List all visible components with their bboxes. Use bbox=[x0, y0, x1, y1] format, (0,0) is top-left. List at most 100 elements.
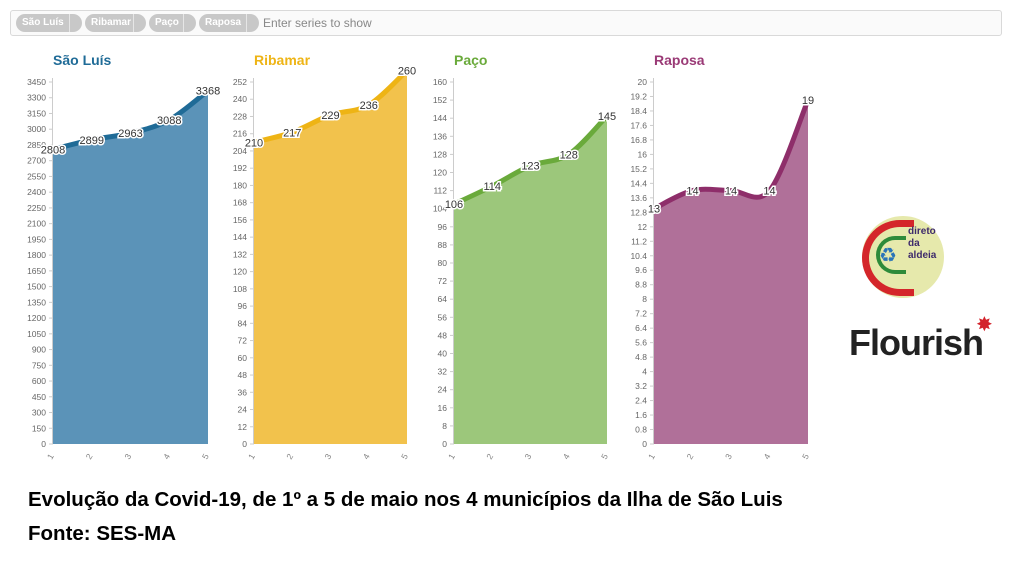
y-tick-label: 450 bbox=[32, 392, 46, 402]
y-tick-label: 32 bbox=[438, 367, 448, 377]
y-tick-label: 216 bbox=[233, 129, 247, 139]
data-label: 229 bbox=[321, 110, 339, 122]
y-tick-label: 136 bbox=[433, 131, 447, 141]
y-tick-label: 1950 bbox=[27, 234, 46, 244]
x-tick-label: 2 bbox=[84, 452, 95, 461]
y-tick-label: 2100 bbox=[27, 219, 46, 229]
y-tick-label: 152 bbox=[433, 95, 447, 105]
x-tick-label: 3 bbox=[122, 452, 133, 461]
data-label: 123 bbox=[521, 161, 539, 173]
area-fill bbox=[254, 70, 407, 444]
x-tick-label: 2 bbox=[484, 452, 495, 461]
y-tick-label: 1500 bbox=[27, 282, 46, 292]
y-tick-label: 72 bbox=[438, 276, 448, 286]
logo-text-line: direto bbox=[908, 226, 936, 237]
x-tick-label: 3 bbox=[522, 452, 533, 461]
series-chip-paco[interactable]: Paço bbox=[149, 14, 196, 32]
data-label: 2963 bbox=[118, 128, 142, 140]
data-label: 210 bbox=[245, 137, 263, 149]
x-tick-label: 1 bbox=[45, 452, 56, 461]
data-label: 13 bbox=[648, 204, 660, 216]
y-tick-label: 3450 bbox=[27, 77, 46, 87]
y-tick-label: 19.2 bbox=[630, 91, 647, 101]
y-tick-label: 5.6 bbox=[635, 338, 647, 348]
y-tick-label: 128 bbox=[433, 149, 447, 159]
caption-source: Fonte: SES-MA bbox=[28, 522, 177, 545]
y-tick-label: 20 bbox=[638, 77, 648, 87]
y-tick-label: 2700 bbox=[27, 156, 46, 166]
chart-panel: Ribamar012243648607284961081201321441561… bbox=[233, 52, 418, 461]
y-tick-label: 180 bbox=[233, 180, 247, 190]
x-tick-label: 1 bbox=[446, 452, 457, 461]
chip-remove-icon[interactable] bbox=[133, 14, 146, 32]
y-tick-label: 3.2 bbox=[635, 381, 647, 391]
y-tick-label: 4 bbox=[642, 367, 647, 377]
logo-red-c bbox=[862, 220, 914, 296]
y-tick-label: 48 bbox=[438, 330, 448, 340]
y-tick-label: 24 bbox=[238, 405, 248, 415]
y-tick-label: 2250 bbox=[27, 203, 46, 213]
y-tick-label: 2.4 bbox=[635, 396, 647, 406]
chip-remove-icon[interactable] bbox=[183, 14, 196, 32]
series-line bbox=[652, 99, 811, 211]
y-tick-label: 64 bbox=[438, 294, 448, 304]
chart-panel: Raposa 0 0.8 1.6 2.4 3.2 4 4.8 5.6 6.4 7.2 8 8.8 9.6 1… bbox=[630, 52, 815, 461]
y-tick-label: 228 bbox=[233, 111, 247, 121]
y-tick-label: 900 bbox=[32, 345, 46, 355]
y-tick-label: 1650 bbox=[27, 266, 46, 276]
data-label: 236 bbox=[360, 100, 378, 112]
series-chip-raposa[interactable]: Raposa bbox=[199, 14, 259, 32]
y-tick-label: 18.4 bbox=[630, 106, 647, 116]
y-tick-label: 12 bbox=[238, 422, 248, 432]
y-tick-label: 108 bbox=[233, 284, 247, 294]
x-tick-label: 2 bbox=[684, 452, 695, 461]
chip-remove-icon[interactable] bbox=[69, 14, 82, 32]
logo-text: direto da aldeia bbox=[908, 226, 952, 262]
chip-label: São Luís bbox=[22, 17, 64, 28]
y-tick-label: 9.6 bbox=[635, 265, 647, 275]
y-tick-label: 11.2 bbox=[631, 236, 647, 246]
chart-panel: São Luís 0 150 300 450 600 750 900 1050 1200 1350 1… bbox=[27, 52, 222, 461]
y-tick-label: 7.2 bbox=[635, 309, 647, 319]
y-tick-label: 88 bbox=[438, 240, 448, 250]
series-search-input[interactable] bbox=[263, 13, 563, 33]
series-filter-bar: São Luís Ribamar Paço Raposa bbox=[10, 10, 1002, 36]
y-tick-label: 252 bbox=[233, 77, 247, 87]
y-tick-label: 0 bbox=[442, 439, 447, 449]
y-tick-label: 112 bbox=[433, 186, 447, 196]
y-tick-label: 204 bbox=[233, 146, 247, 156]
y-tick-label: 56 bbox=[438, 312, 448, 322]
y-tick-label: 96 bbox=[238, 301, 248, 311]
y-tick-label: 72 bbox=[238, 336, 248, 346]
x-tick-label: 5 bbox=[599, 452, 610, 461]
y-tick-label: 750 bbox=[32, 360, 46, 370]
data-label: 14 bbox=[725, 186, 737, 198]
y-tick-label: 1200 bbox=[27, 313, 46, 323]
y-tick-label: 12.8 bbox=[630, 207, 647, 217]
data-label: 3088 bbox=[157, 115, 181, 127]
x-tick-label: 4 bbox=[361, 452, 372, 461]
y-tick-label: 300 bbox=[32, 408, 46, 418]
data-label: 2899 bbox=[80, 135, 104, 147]
y-tick-label: 1050 bbox=[27, 329, 46, 339]
x-tick-label: 4 bbox=[761, 452, 772, 461]
area-fill bbox=[454, 115, 607, 444]
y-tick-label: 1350 bbox=[27, 297, 46, 307]
y-tick-label: 2550 bbox=[27, 171, 46, 181]
chip-label: Paço bbox=[155, 17, 179, 28]
y-tick-label: 156 bbox=[233, 215, 247, 225]
series-chip-ribamar[interactable]: Ribamar bbox=[85, 14, 146, 32]
y-tick-label: 144 bbox=[433, 113, 447, 123]
series-chip-sao-luis[interactable]: São Luís bbox=[16, 14, 82, 32]
y-tick-label: 40 bbox=[438, 349, 448, 359]
area-fill bbox=[654, 100, 808, 444]
y-tick-label: 168 bbox=[233, 198, 247, 208]
logo-text-line: aldeia bbox=[908, 250, 937, 261]
logo-text-line: da bbox=[908, 238, 920, 249]
chart-title: Raposa bbox=[654, 52, 705, 68]
data-label: 14 bbox=[686, 186, 698, 198]
chip-remove-icon[interactable] bbox=[246, 14, 259, 32]
y-tick-label: 12 bbox=[638, 222, 648, 232]
y-tick-label: 8 bbox=[642, 294, 647, 304]
y-tick-label: 104 bbox=[433, 204, 447, 214]
